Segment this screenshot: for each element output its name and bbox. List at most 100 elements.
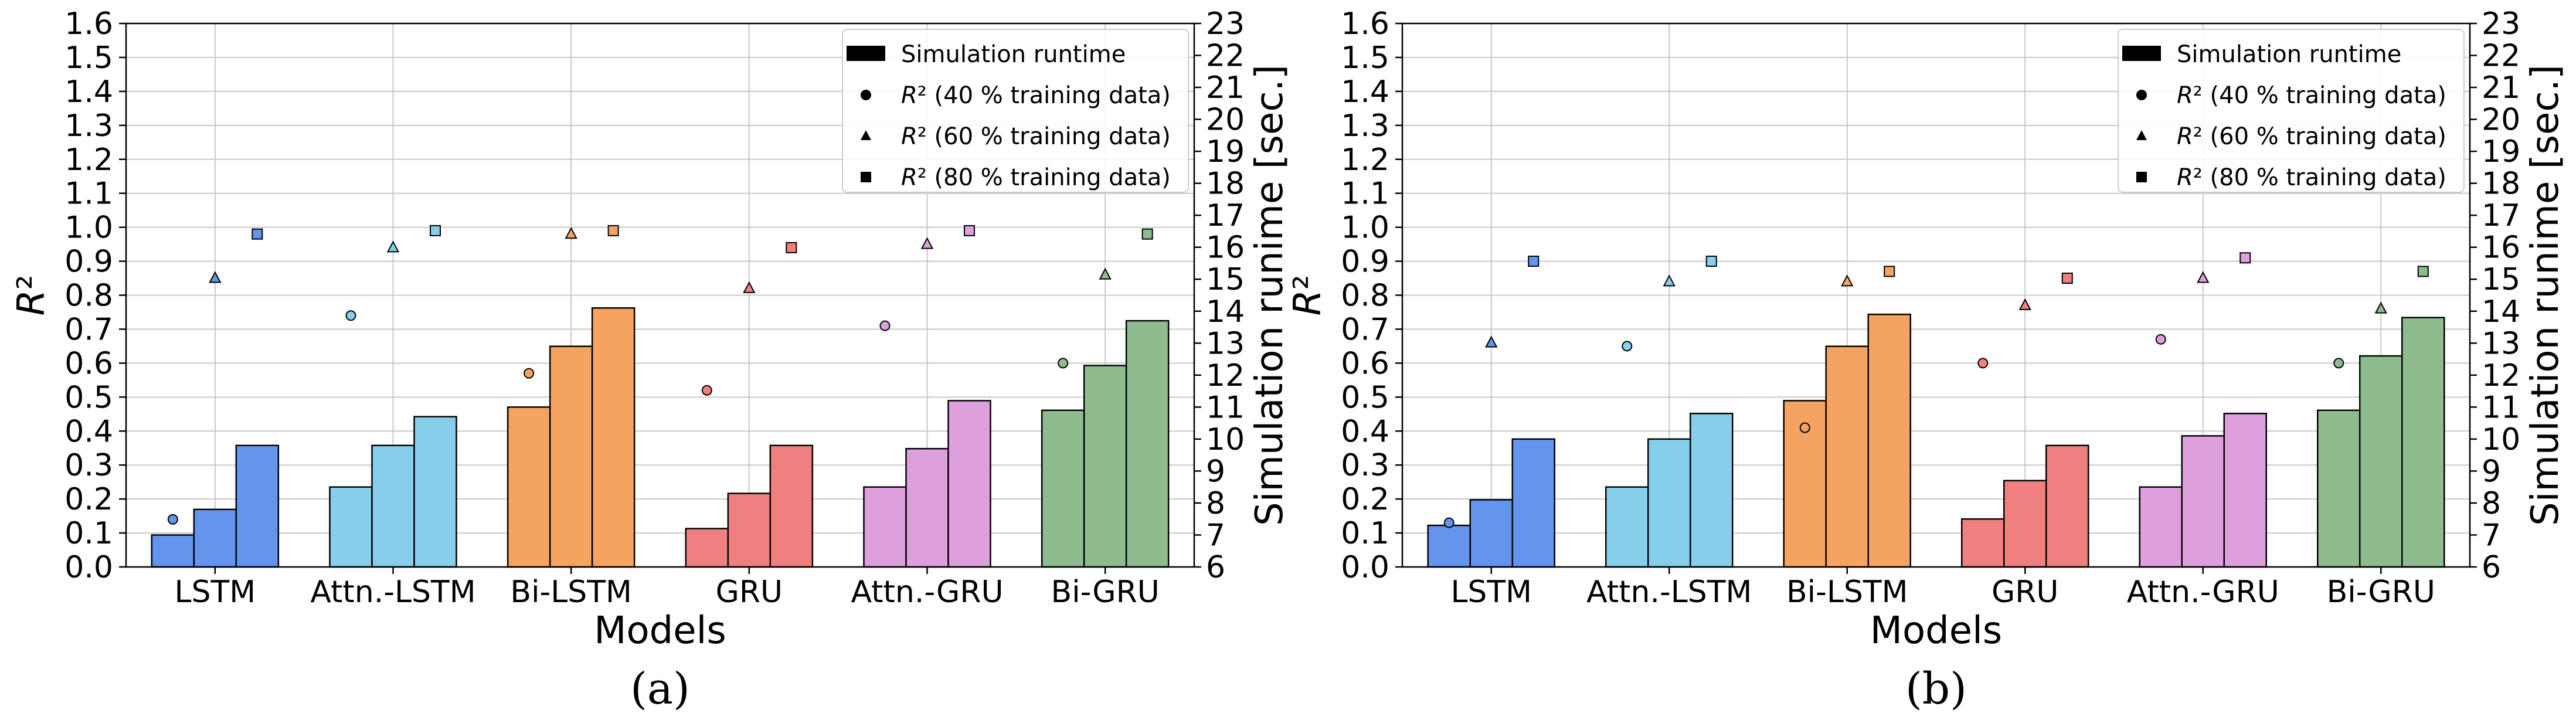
legend-label: R² (80 % training data) xyxy=(2177,164,2446,191)
bar-gru-3 xyxy=(769,444,814,568)
left-tick-label: 0.8 xyxy=(1341,278,1389,314)
legend: Simulation runtime R² (40 % training data… xyxy=(2118,29,2465,193)
point-triangle-bi-gru xyxy=(1099,267,1112,280)
legend-label: R² (40 % training data) xyxy=(2177,82,2446,109)
point-square-gru xyxy=(2061,273,2073,284)
x-axis: LSTM Attn.-LSTM Bi-LSTM GRU Attn.-GRU Bi-GRU xyxy=(175,567,1160,610)
x-axis-title: Models xyxy=(1870,609,2003,653)
legend-box xyxy=(842,29,1189,193)
right-tick-label: 23 xyxy=(2482,6,2520,42)
right-tick-label: 17 xyxy=(1206,198,1245,233)
point-triangle-lstm xyxy=(209,271,222,283)
right-tick-label: 12 xyxy=(1206,358,1245,393)
bar-lstm-2 xyxy=(1469,499,1513,568)
y-axis-title-right: Simulation runime [sec.] xyxy=(2524,64,2567,526)
point-circle-lstm xyxy=(167,514,178,525)
right-tick-label: 6 xyxy=(1206,550,1225,585)
point-circle-bi-lstm xyxy=(524,368,535,379)
runtime-bars xyxy=(151,307,1170,568)
chart-panel-a: 0.00.10.20.30.40.50.60.70.80.91.01.11.21… xyxy=(10,6,1292,714)
point-circle-attn-lstm xyxy=(345,310,356,321)
legend: Simulation runtime R² (40 % training data… xyxy=(842,29,1189,193)
bar-lstm-2 xyxy=(193,508,237,568)
legend-square-icon xyxy=(2136,172,2147,182)
right-tick-label: 18 xyxy=(1206,167,1245,202)
bar-bi-lstm-1 xyxy=(507,406,551,568)
bar-gru-2 xyxy=(727,492,772,568)
point-square-attn-gru xyxy=(2239,252,2251,264)
right-tick-label: 13 xyxy=(1206,326,1245,361)
x-tick-label: Attn.-GRU xyxy=(2127,575,2279,610)
right-tick-label: 14 xyxy=(2482,294,2520,329)
right-tick-label: 17 xyxy=(2482,198,2520,233)
r2-markers xyxy=(167,225,1153,525)
legend-triangle-icon xyxy=(861,130,871,140)
right-tick-label: 7 xyxy=(1206,518,1225,553)
bar-attn-gru-1 xyxy=(2139,486,2183,568)
bar-bi-gru-1 xyxy=(2317,409,2361,568)
left-tick-label: 0.6 xyxy=(64,346,113,381)
y-axis-title-right: Simulation runime [sec.] xyxy=(1248,64,1292,526)
left-tick-label: 0.1 xyxy=(64,516,113,551)
legend-label: R² (60 % training data) xyxy=(2177,123,2446,150)
right-tick-label: 22 xyxy=(1206,39,1245,74)
point-circle-lstm xyxy=(1443,517,1454,528)
bar-bi-gru-1 xyxy=(1041,409,1085,568)
left-tick-label: 1.6 xyxy=(1341,6,1389,42)
left-tick-label: 0.8 xyxy=(64,278,113,314)
point-circle-attn-gru xyxy=(879,320,891,331)
x-tick-label: Bi-LSTM xyxy=(510,575,632,610)
right-tick-label: 16 xyxy=(1206,230,1245,266)
x-tick-label: Attn.-LSTM xyxy=(1586,575,1752,610)
point-circle-attn-gru xyxy=(2155,334,2166,345)
left-tick-label: 0.3 xyxy=(1341,448,1389,483)
point-square-gru xyxy=(786,242,797,253)
left-tick-label: 1.4 xyxy=(1341,74,1389,110)
right-tick-label: 8 xyxy=(1206,486,1225,521)
right-tick-label: 10 xyxy=(1206,422,1245,457)
bar-gru-2 xyxy=(2003,480,2047,568)
left-tick-label: 0.2 xyxy=(1341,482,1389,517)
x-tick-label: LSTM xyxy=(1450,575,1532,610)
legend-label: Simulation runtime xyxy=(901,41,1126,68)
left-tick-label: 1.1 xyxy=(64,176,113,212)
left-tick-label: 0.7 xyxy=(64,312,113,347)
bar-attn-lstm-3 xyxy=(1690,413,1734,568)
chart-panel-b: 0.00.10.20.30.40.50.60.70.80.91.01.11.21… xyxy=(1286,6,2567,714)
left-tick-label: 0.0 xyxy=(1341,550,1389,585)
point-triangle-bi-lstm xyxy=(1841,274,1854,287)
point-circle-bi-lstm xyxy=(1799,422,1810,433)
x-axis: LSTM Attn.-LSTM Bi-LSTM GRU Attn.-GRU Bi-GRU xyxy=(1450,567,2435,610)
point-triangle-attn-gru xyxy=(920,237,934,249)
bar-attn-gru-1 xyxy=(863,486,907,568)
left-axis: 0.00.10.20.30.40.50.60.70.80.91.01.11.21… xyxy=(64,6,126,585)
left-tick-label: 1.5 xyxy=(1341,40,1389,76)
y-axis-title-left: R² xyxy=(1286,274,1330,315)
right-tick-label: 20 xyxy=(1206,103,1245,138)
x-tick-label: Bi-GRU xyxy=(1051,575,1160,610)
left-tick-label: 0.4 xyxy=(64,414,113,449)
left-tick-label: 1.2 xyxy=(1341,142,1389,178)
point-circle-bi-gru xyxy=(2333,358,2344,369)
right-tick-label: 12 xyxy=(2482,358,2520,393)
right-tick-label: 14 xyxy=(1206,294,1245,329)
bar-attn-gru-3 xyxy=(947,400,991,568)
bar-lstm-3 xyxy=(235,444,280,568)
x-axis-title: Models xyxy=(594,609,726,653)
point-square-attn-lstm xyxy=(1705,256,1717,267)
right-tick-label: 9 xyxy=(2482,454,2501,489)
right-tick-label: 19 xyxy=(1206,134,1245,169)
point-square-lstm xyxy=(252,228,263,240)
left-tick-label: 1.0 xyxy=(64,210,113,246)
bar-bi-gru-3 xyxy=(1125,320,1170,568)
left-tick-label: 0.6 xyxy=(1341,346,1389,381)
left-tick-label: 0.5 xyxy=(1341,380,1389,415)
point-triangle-attn-lstm xyxy=(386,240,400,253)
left-tick-label: 0.9 xyxy=(1341,244,1389,280)
left-tick-label: 1.6 xyxy=(64,6,113,42)
bar-bi-gru-3 xyxy=(2401,317,2445,568)
legend-circle-icon xyxy=(2136,90,2147,100)
point-square-bi-lstm xyxy=(1884,266,1895,277)
right-tick-label: 16 xyxy=(2482,230,2520,266)
